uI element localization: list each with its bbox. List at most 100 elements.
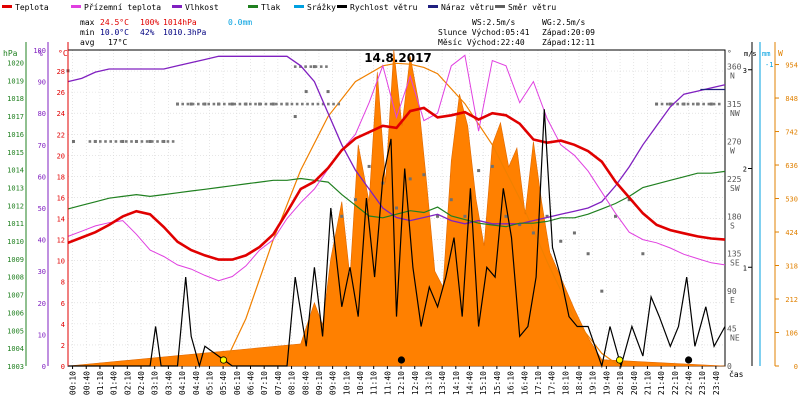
axis-x-tick: 00:40 [82,371,91,395]
wind-direction-point [676,102,679,106]
wind-direction-point [665,102,669,106]
wind-direction-point [353,198,357,202]
axis-x-tick: 19:40 [602,371,611,395]
wind-direction-point [717,102,721,106]
axis-x-tick: 13:10 [424,371,433,395]
axis-x-tick: 18:40 [575,371,584,395]
wind-direction-point [299,65,302,68]
axis-temp-tick: 12 [57,237,65,245]
axis-ms-tick: 3 [743,67,747,75]
axis-ms-label: m/s [744,50,757,58]
wind-direction-point [140,140,144,143]
axis-x-tick: 23:10 [698,371,707,395]
axis-x-tick: 19:10 [589,371,598,395]
wind-direction-point [304,90,308,94]
axis-w-tick: 424 [785,229,798,237]
wind-direction-point [395,206,398,210]
axis-dir-tick-letter: N [730,72,735,81]
wind-direction-point [230,102,234,106]
wind-direction-point [306,102,309,106]
axis-dir-tick-letter: SW [730,184,740,193]
wind-direction-point [712,102,716,106]
wind-direction-point [295,102,299,106]
axis-ms-tick: 1 [743,264,747,272]
wind-direction-point [449,198,453,202]
axis-x-tick: 21:10 [643,371,652,395]
axis-temp-tick: 24 [57,110,65,118]
axis-w-label: W [778,49,783,58]
wind-direction-point [655,102,659,106]
legend-item-label: Přízemní teplota [84,3,161,12]
axis-temp-tick: 28 [57,68,65,76]
axis-x-tick: 20:10 [616,371,625,395]
axis-pct-tick: 40 [38,237,46,245]
axis-x-tick: 16:40 [520,371,529,395]
axis-temp-tick: 22 [57,131,65,139]
axis-x-tick: 10:10 [342,371,351,395]
axis-w-tick: 848 [785,95,798,103]
wind-direction-point [148,139,152,143]
wind-direction-point [125,140,128,143]
wind-direction-point [490,164,494,168]
axis-x-tick: 00:10 [69,371,78,395]
wind-direction-point [627,198,631,202]
axis-hpa-tick: 1007 [7,292,24,300]
wind-direction-point [71,139,75,143]
wind-direction-point [176,102,179,106]
wind-direction-point [254,102,257,106]
axis-pct-tick: 10 [38,331,46,339]
axis-dir-tick: 270 [727,137,742,146]
axis-temp-tick: 14 [57,216,65,224]
wind-direction-point [151,140,154,143]
axis-x-tick: 15:40 [493,371,502,395]
axis-hpa-tick: 1016 [7,131,24,139]
wind-direction-point [114,140,118,143]
series-pressure-line [67,170,726,228]
axis-x-tick: 01:10 [96,371,105,395]
moonrise-marker [684,356,693,364]
axis-hpa-tick: 1011 [7,220,24,228]
axis-dir-tick-letter: W [730,146,735,155]
legend-item-label: Tlak [261,3,280,12]
axis-hpa-tick: 1020 [7,59,24,67]
legend-item-label: Rychlost větru [350,3,418,12]
axis-x-tick: 16:10 [507,371,516,395]
axis-x-tick: 20:40 [630,371,639,395]
wind-direction-point [572,231,576,235]
wind-direction-point [477,169,481,173]
wind-direction-point [249,102,252,106]
axis-x-tick: 10:40 [356,371,365,395]
wind-direction-point [641,252,645,256]
wind-direction-point [504,214,508,218]
axis-x-tick: 12:40 [411,371,420,395]
axis-pct-tick: 70 [38,142,46,150]
wind-direction-point [422,173,426,177]
axis-w-tick: 636 [785,162,798,170]
info-ws: WS:2.5m/s [472,18,516,27]
wind-direction-point [186,102,190,106]
axis-dir-tick-letter: NW [730,109,740,118]
axis-x-tick: 22:10 [671,371,680,395]
axis-x-tick: 05:10 [205,371,214,395]
axis-dir-tick-letter: NE [730,334,740,343]
wind-direction-point [161,140,165,143]
axis-x-tick: 13:40 [438,371,447,395]
info-moonrise: Měsíc Východ:22:40 [438,38,525,47]
axis-dir-tick: 360 [727,63,742,72]
axis-w-tick: 212 [785,296,798,304]
wind-direction-point [660,102,664,106]
axis-dir-tick-letter: E [730,296,735,305]
axis-x-tick: 15:10 [479,371,488,395]
axis-temp-tick: 26 [57,89,65,97]
wind-direction-point [238,102,242,106]
axis-x-tick: 06:10 [233,371,242,395]
axis-x-tick: 07:10 [260,371,269,395]
series-ground-temperature-line [67,54,726,282]
stat-max-press: 1014hPa [163,18,197,27]
legend-item-label: Směr větru [508,3,556,12]
sunset-marker [616,356,624,364]
axis-w-tick: 318 [785,263,798,271]
axis-x-tick: 05:40 [219,371,228,395]
legend-item-label: Náraz větru [441,3,494,12]
